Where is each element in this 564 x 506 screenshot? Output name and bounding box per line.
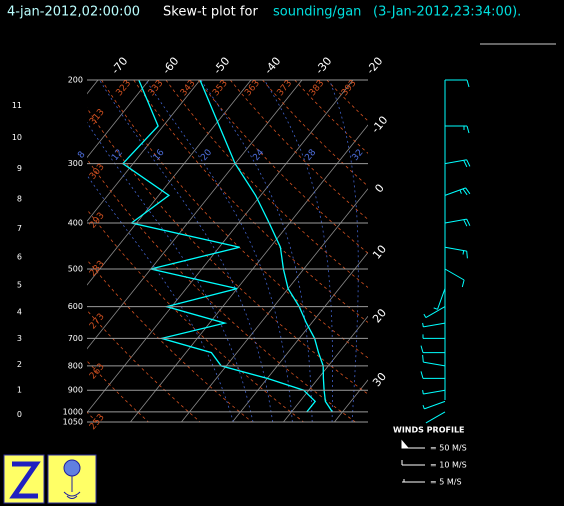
wind-barb	[444, 218, 471, 227]
dry-adiabat	[87, 158, 356, 422]
wind-barb	[445, 79, 470, 88]
pressure-label: 500	[68, 264, 83, 273]
isotherm	[87, 80, 201, 222]
wind-barb	[420, 345, 445, 354]
height-label: 6	[17, 253, 22, 262]
balloon	[63, 459, 81, 477]
wind-legend-label: = 10 M/S	[430, 461, 467, 470]
pressure-label: 1050	[63, 418, 83, 427]
moist-adiabat	[99, 80, 274, 422]
wind-barb	[423, 306, 446, 319]
moist-adiabat-label: 8	[76, 150, 88, 161]
dry-adiabat	[87, 107, 368, 395]
wind-barb	[444, 187, 471, 196]
isotherm	[87, 80, 252, 286]
wind-barb	[444, 159, 471, 168]
dry-adiabat	[229, 80, 368, 220]
pressure-label: 800	[68, 361, 83, 370]
height-label: 2	[17, 360, 22, 369]
pressure-label: 600	[68, 302, 83, 311]
dry-adiabat	[101, 80, 368, 359]
header-title: Skew-t plot for	[163, 5, 258, 20]
isotherm	[283, 315, 368, 422]
pressure-label: 300	[68, 159, 83, 168]
height-label: 11	[12, 101, 22, 110]
height-label: 1	[17, 385, 22, 394]
dry-adiabat	[165, 80, 368, 289]
header-source: sounding/gan	[273, 5, 361, 20]
height-label: 9	[17, 164, 22, 173]
isotherm	[87, 80, 150, 159]
pressure-label: 700	[68, 334, 83, 343]
dry-adiabat	[87, 208, 304, 422]
wind-barb	[445, 125, 470, 134]
pressure-label: 900	[68, 386, 83, 395]
wind-barb	[420, 371, 445, 379]
wind-barb	[422, 322, 446, 328]
isotherm	[87, 80, 303, 350]
dry-adiabat	[87, 360, 149, 422]
isotherm	[130, 124, 368, 422]
isotherm	[232, 251, 368, 422]
header-obs-time: (3-Jan-2012,23:34:00).	[373, 5, 521, 20]
height-label: 4	[17, 308, 22, 317]
wind-legend-symbols	[401, 439, 425, 483]
moist-adiabat	[87, 121, 254, 422]
wind-barb	[425, 411, 446, 424]
wind-barb	[444, 268, 465, 288]
pressure-label: 400	[68, 218, 83, 227]
wind-barb	[422, 334, 445, 339]
wind-barb	[444, 246, 468, 259]
wind-legend-label: = 50 M/S	[430, 444, 467, 453]
wind-barb	[422, 400, 446, 410]
height-label: 8	[17, 194, 22, 203]
height-label: 0	[17, 410, 22, 419]
balloon-signal	[63, 491, 81, 499]
dry-adiabat	[87, 259, 253, 422]
wind-barb	[433, 288, 446, 310]
isotherm	[181, 188, 368, 422]
wind-barb	[422, 354, 446, 367]
height-label: 5	[17, 280, 22, 289]
moist-adiabat	[145, 80, 293, 422]
wind-legend-title: WINDS PROFILE	[393, 426, 465, 435]
moist-adiabat	[87, 174, 234, 422]
height-label: 10	[12, 133, 22, 142]
dry-adiabat	[133, 80, 368, 323]
logo-z-mark	[9, 461, 41, 499]
height-label: 3	[17, 334, 22, 343]
wind-legend-label: = 5 M/S	[430, 478, 462, 487]
header-time: 4-jan-2012,02:00:00	[7, 5, 140, 20]
wind-barb	[422, 389, 446, 395]
height-label: 7	[17, 224, 22, 233]
pressure-label: 1000	[63, 407, 83, 416]
moist-adiabat	[329, 80, 359, 422]
pressure-label: 200	[68, 76, 83, 85]
